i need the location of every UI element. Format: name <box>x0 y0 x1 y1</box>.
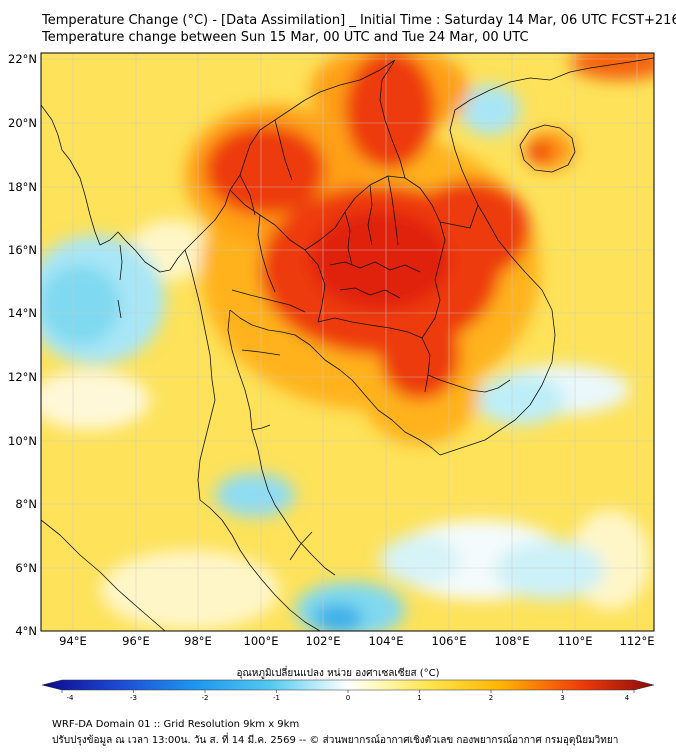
lat-label: 6°N <box>15 561 37 575</box>
colorbar: -4 -3 -2 -1 0 1 2 3 4 <box>41 679 655 702</box>
lon-label: 112°E <box>620 634 655 648</box>
lon-label: 110°E <box>558 634 593 648</box>
colorbar-tick: -3 <box>130 694 137 702</box>
lon-label: 96°E <box>122 634 150 648</box>
lat-label: 14°N <box>8 306 37 320</box>
colorbar-bar <box>41 679 655 691</box>
lon-label: 94°E <box>59 634 87 648</box>
colorbar-tick: -4 <box>67 694 75 702</box>
longitude-labels: 94°E 96°E 98°E 100°E 102°E 104°E 106°E 1… <box>59 634 654 648</box>
lat-label: 18°N <box>8 180 37 194</box>
gridlines <box>41 53 654 631</box>
lon-label: 104°E <box>369 634 404 648</box>
map-title-line2: Temperature change between Sun 15 Mar, 0… <box>42 30 529 45</box>
lat-label: 12°N <box>8 370 37 384</box>
colorbar-title: อุณหภูมิเปลี่ยนแปลง หน่วย องศาเซลเซียส (… <box>236 668 440 679</box>
colorbar-tick: -2 <box>202 694 209 702</box>
colorbar-tick: -1 <box>273 694 280 702</box>
colorbar-tick: 1 <box>417 694 421 702</box>
coastlines-and-borders <box>41 57 654 631</box>
temperature-field <box>41 53 654 631</box>
map-frame <box>40 52 655 632</box>
map-title-line1: Temperature Change (°C) - [Data Assimila… <box>42 13 676 28</box>
lat-label: 10°N <box>8 434 37 448</box>
colorbar-tick: 4 <box>625 694 630 702</box>
lon-label: 98°E <box>184 634 212 648</box>
colorbar-tick: 3 <box>560 694 564 702</box>
colorbar-tick: 0 <box>346 694 350 702</box>
lon-label: 106°E <box>432 634 467 648</box>
footer-update-info: ปรับปรุงข้อมูล ณ เวลา 13:00น. วัน ส. ที่… <box>52 735 619 746</box>
lat-label: 20°N <box>8 116 37 130</box>
lat-label: 22°N <box>8 52 37 66</box>
lat-label: 16°N <box>8 243 37 257</box>
lon-label: 102°E <box>306 634 341 648</box>
lat-label: 8°N <box>15 497 37 511</box>
colorbar-tick: 2 <box>489 694 493 702</box>
lon-label: 100°E <box>244 634 279 648</box>
footer-model-info: WRF-DA Domain 01 :: Grid Resolution 9km … <box>52 719 300 730</box>
latitude-labels: 22°N 20°N 18°N 16°N 14°N 12°N 10°N 8°N 6… <box>8 52 37 638</box>
lat-label: 4°N <box>15 624 37 638</box>
lon-label: 108°E <box>495 634 530 648</box>
